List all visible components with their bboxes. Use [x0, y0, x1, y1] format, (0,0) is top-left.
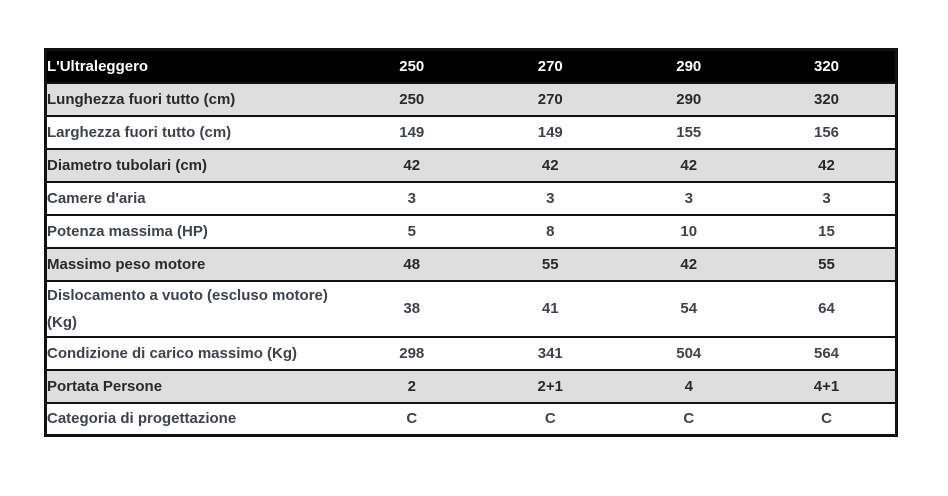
table-header-row: L'Ultraleggero 250 270 290 320	[45, 48, 897, 84]
row-value: 2	[342, 368, 481, 404]
row-label: Potenza massima (HP)	[45, 213, 343, 249]
row-value: 250	[342, 81, 481, 117]
table-row: Portata Persone 2 2+1 4 4+1	[45, 368, 897, 404]
row-value: 290	[619, 81, 758, 117]
row-value: 3	[342, 180, 481, 216]
row-value: 156	[758, 114, 897, 150]
row-value: 320	[758, 81, 897, 117]
table-row: Diametro tubolari (cm) 42 42 42 42	[45, 147, 897, 183]
row-value: C	[619, 401, 758, 437]
row-value: 504	[619, 335, 758, 371]
row-value: 41	[481, 279, 620, 338]
row-value: 55	[481, 246, 620, 282]
row-label: Portata Persone	[45, 368, 343, 404]
row-value: 42	[758, 147, 897, 183]
column-header-250: 250	[342, 48, 481, 84]
row-value: 55	[758, 246, 897, 282]
row-value: 341	[481, 335, 620, 371]
row-value: 42	[342, 147, 481, 183]
row-label: Camere d'aria	[45, 180, 343, 216]
table-title: L'Ultraleggero	[45, 48, 343, 84]
table-row: Dislocamento a vuoto (escluso motore) (K…	[45, 279, 897, 338]
row-value: 4+1	[758, 368, 897, 404]
row-value: 155	[619, 114, 758, 150]
row-value: 270	[481, 81, 620, 117]
row-label: Condizione di carico massimo (Kg)	[45, 335, 343, 371]
row-value: 15	[758, 213, 897, 249]
row-label: Dislocamento a vuoto (escluso motore) (K…	[45, 279, 343, 338]
row-label: Larghezza fuori tutto (cm)	[45, 114, 343, 150]
row-value: 3	[619, 180, 758, 216]
row-value: 298	[342, 335, 481, 371]
row-value: 8	[481, 213, 620, 249]
row-value: 149	[342, 114, 481, 150]
column-header-290: 290	[619, 48, 758, 84]
row-value: 48	[342, 246, 481, 282]
row-value: 149	[481, 114, 620, 150]
row-value: 38	[342, 279, 481, 338]
row-label: Categoria di progettazione	[45, 401, 343, 437]
row-value: 42	[619, 147, 758, 183]
row-value: 42	[619, 246, 758, 282]
row-value: 64	[758, 279, 897, 338]
table-row: Larghezza fuori tutto (cm) 149 149 155 1…	[45, 114, 897, 150]
table-row: Condizione di carico massimo (Kg) 298 34…	[45, 335, 897, 371]
row-value: C	[758, 401, 897, 437]
row-label: Lunghezza fuori tutto (cm)	[45, 81, 343, 117]
row-label: Massimo peso motore	[45, 246, 343, 282]
row-value: 4	[619, 368, 758, 404]
table-row: Massimo peso motore 48 55 42 55	[45, 246, 897, 282]
spec-table: L'Ultraleggero 250 270 290 320 Lunghezza…	[44, 48, 898, 437]
row-value: 2+1	[481, 368, 620, 404]
column-header-320: 320	[758, 48, 897, 84]
table-row: Lunghezza fuori tutto (cm) 250 270 290 3…	[45, 81, 897, 117]
row-value: 564	[758, 335, 897, 371]
row-value: 10	[619, 213, 758, 249]
column-header-270: 270	[481, 48, 620, 84]
row-value: 3	[481, 180, 620, 216]
table-row: Potenza massima (HP) 5 8 10 15	[45, 213, 897, 249]
table-row: Camere d'aria 3 3 3 3	[45, 180, 897, 216]
row-value: 3	[758, 180, 897, 216]
row-value: 5	[342, 213, 481, 249]
table-row: Categoria di progettazione C C C C	[45, 401, 897, 437]
row-value: 42	[481, 147, 620, 183]
row-label: Diametro tubolari (cm)	[45, 147, 343, 183]
row-value: 54	[619, 279, 758, 338]
row-value: C	[481, 401, 620, 437]
row-value: C	[342, 401, 481, 437]
